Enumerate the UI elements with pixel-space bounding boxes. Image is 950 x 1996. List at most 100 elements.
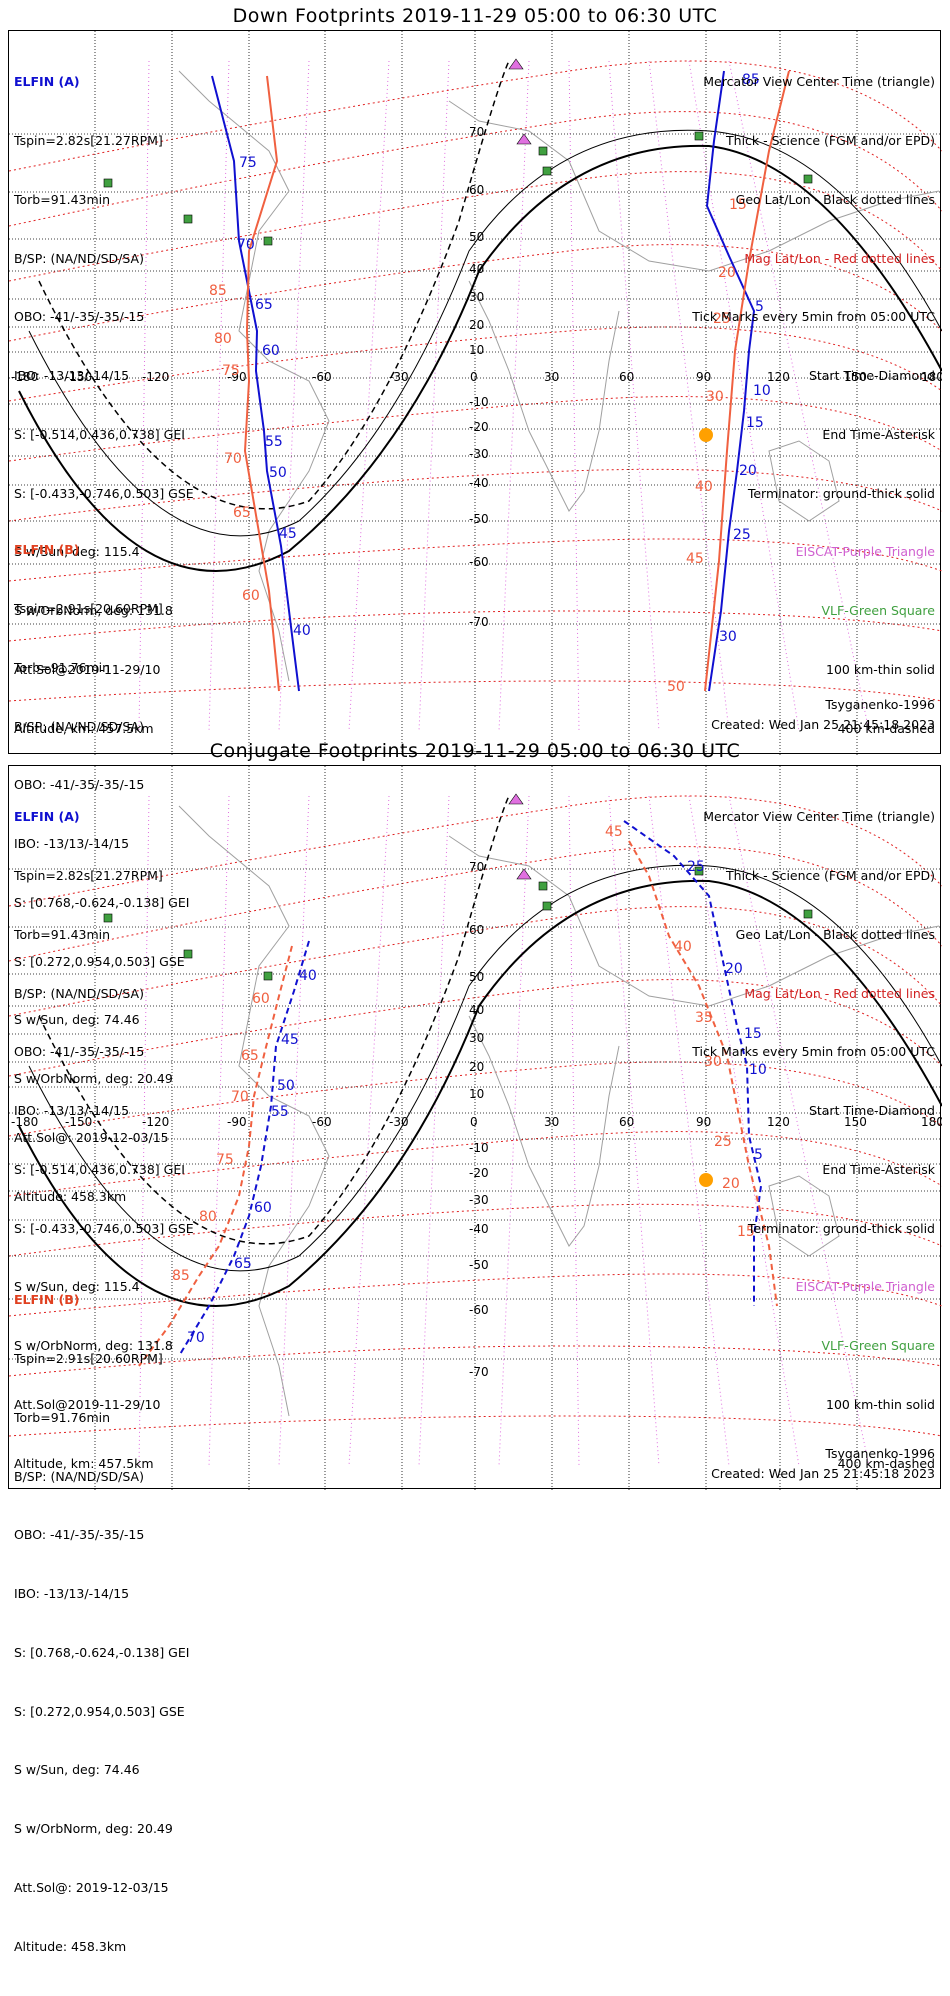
svg-text:15: 15: [746, 415, 764, 431]
terminator: [18, 795, 942, 1307]
info-line: S w/Sun, deg: 115.4: [14, 1279, 140, 1295]
legend-line: 400 km-dashed: [837, 1455, 935, 1471]
lat-labels: 70 60 50 40 30 20 10 -10 -20 -30 -40 -50 -60 -…: [469, 860, 489, 1379]
panel-title-down: Down Footprints 2019-11-29 05:00 to 06:3…: [232, 5, 718, 27]
svg-text:10: 10: [469, 343, 484, 357]
legend-line: Start Time-Diamond: [808, 368, 935, 384]
svg-text:-180: -180: [11, 370, 38, 384]
legend-line: Mag Lat/Lon - Red dotted lines: [744, 985, 935, 1001]
map-panel-down: -180 -150 -120 -90 -60 -30 0 30 60 90 120 150 …: [8, 30, 942, 1204]
svg-text:30: 30: [469, 1031, 484, 1045]
svg-text:-40: -40: [469, 476, 489, 490]
map-canvas-down: -180 -150 -120 -90 -60 -30 0 30 60 90 120 150 …: [9, 31, 942, 755]
svg-text:20: 20: [739, 463, 757, 479]
svg-text:0: 0: [470, 1115, 478, 1129]
svg-text:15: 15: [729, 197, 747, 213]
svg-text:-50: -50: [469, 1258, 489, 1272]
legend-line: EISCAT-Purple Triangle: [795, 544, 935, 560]
info-line: IBO: -13/13/-14/15: [14, 368, 130, 384]
geo-grid: [9, 31, 942, 755]
tick-labels-a: 75 70 65 60 55 50 45 40: [237, 155, 311, 639]
svg-text:85: 85: [742, 72, 760, 88]
legend-line: VLF-Green Square: [821, 1338, 935, 1354]
svg-text:65: 65: [255, 297, 273, 313]
vlf-markers: [103, 131, 813, 246]
legend-line: 100 km-thin solid: [826, 662, 935, 677]
legend-line: Geo Lat/Lon - Black dotted lines: [735, 926, 935, 942]
svg-text:120: 120: [767, 1115, 790, 1129]
info-line: OBO: -41/-35/-35/-15: [14, 1044, 145, 1060]
legend-line: 100 km-thin solid: [826, 1397, 935, 1412]
svg-text:15: 15: [737, 1224, 755, 1240]
svg-text:45: 45: [686, 551, 704, 567]
svg-text:90: 90: [696, 1115, 711, 1129]
vlf-markers: [103, 866, 813, 981]
svg-text:30: 30: [704, 1054, 722, 1070]
info-line: S w/OrbNorm, deg: 131.8: [14, 1338, 173, 1354]
lon-labels: -180 -150 -120 -90 -60 -30 0 30 60 90 120 150 …: [11, 1115, 942, 1129]
elfin-a-track: [211, 75, 300, 692]
tick-labels-a: 40 45 50 55 60 65 70: [187, 968, 317, 1346]
svg-text:55: 55: [271, 1104, 289, 1120]
svg-text:-20: -20: [469, 420, 489, 434]
svg-text:120: 120: [767, 370, 790, 384]
svg-text:-30: -30: [469, 1193, 489, 1207]
svg-text:5: 5: [754, 1147, 763, 1163]
svg-text:45: 45: [281, 1032, 299, 1048]
legend-line: Geo Lat/Lon - Black dotted lines: [735, 191, 935, 207]
info-line: Torb=91.43min: [14, 926, 111, 942]
info-line: Torb=91.43min: [14, 191, 111, 207]
legend-line: Thick - Science (FGM and/or EPD): [726, 867, 935, 883]
elfin-b-label: ELFIN (B): [14, 1292, 80, 1308]
elfin-a-track: [138, 940, 310, 1367]
svg-text:-30: -30: [389, 1115, 409, 1129]
svg-text:-90: -90: [227, 1115, 247, 1129]
info-line: B/SP: (NA/ND/SD/SA): [14, 250, 144, 266]
map-panel-conjugate: -180 -150 -120 -90 -60 -30 0 30 60 90 120 150 …: [8, 765, 942, 1954]
legend-line: Thick - Science (FGM and/or EPD): [726, 132, 935, 148]
svg-text:80: 80: [214, 331, 232, 347]
svg-text:40: 40: [299, 968, 317, 984]
svg-text:50: 50: [469, 230, 484, 244]
svg-text:50: 50: [277, 1078, 295, 1094]
sun-marker: [699, 1173, 713, 1187]
info-line: Tspin=2.91s[20.60RPM]: [14, 600, 163, 616]
elfin-a-label: ELFIN (A): [14, 74, 80, 90]
legend-line: 400 km-dashed: [837, 720, 935, 736]
elfin-b-info: ELFIN (B) Tspin=2.91s[20.60RPM] Torb=91.…: [14, 501, 189, 1246]
svg-text:70: 70: [231, 1089, 249, 1105]
elfin-b-track: [704, 70, 790, 692]
svg-text:65: 65: [233, 505, 251, 521]
elfin-b-info: ELFIN (B) Tspin=2.91s[20.60RPM] Torb=91.…: [14, 1251, 189, 1996]
info-line: Att.Sol@: 2019-12-03/15: [14, 1130, 169, 1145]
elfin-b-label: ELFIN (B): [14, 542, 80, 558]
svg-text:5: 5: [755, 299, 764, 315]
svg-text:70: 70: [469, 125, 484, 139]
legend-line: Tick Marks every 5min from 05:00 UTC: [692, 309, 935, 325]
tick-labels-b: 25 20 15 10 5: [687, 859, 767, 1163]
svg-text:80: 80: [199, 1209, 217, 1225]
svg-text:-150: -150: [65, 1115, 92, 1129]
info-line: IBO: -13/13/-14/15: [14, 836, 130, 852]
lat-labels: 70 60 50 40 30 20 10 -10 -20 -30 -40 -50 -60 -…: [469, 125, 489, 629]
info-line: Att.Sol@2019-11-29/10: [14, 662, 161, 677]
svg-text:-60: -60: [469, 1303, 489, 1317]
svg-text:25: 25: [714, 1134, 732, 1150]
info-line: S w/OrbNorm, deg: 20.49: [14, 1071, 173, 1087]
legend-line: Mercator View Center Time (triangle): [703, 809, 935, 825]
svg-text:30: 30: [469, 290, 484, 304]
info-line: B/SP: (NA/ND/SD/SA): [14, 718, 144, 734]
svg-text:-120: -120: [142, 1115, 169, 1129]
svg-text:40: 40: [469, 262, 484, 276]
panel-title-conjugate: Conjugate Footprints 2019-11-29 05:00 to…: [209, 740, 741, 762]
tick-labels-b: 5 10 15 20 25 30 85: [719, 72, 771, 645]
eiscat-markers: [508, 58, 532, 145]
svg-text:-60: -60: [312, 370, 332, 384]
svg-text:-60: -60: [469, 555, 489, 569]
info-line: Altitude, km: 457.5km: [14, 1455, 154, 1471]
svg-text:20: 20: [469, 1060, 484, 1074]
legend-line: Terminator: ground-thick solid: [747, 485, 935, 501]
info-line: Att.Sol@2019-11-29/10: [14, 1397, 161, 1412]
svg-text:-50: -50: [469, 512, 489, 526]
elfin-a-info: ELFIN (A) Tspin=2.82s[21.27RPM] Torb=91.…: [14, 33, 194, 778]
